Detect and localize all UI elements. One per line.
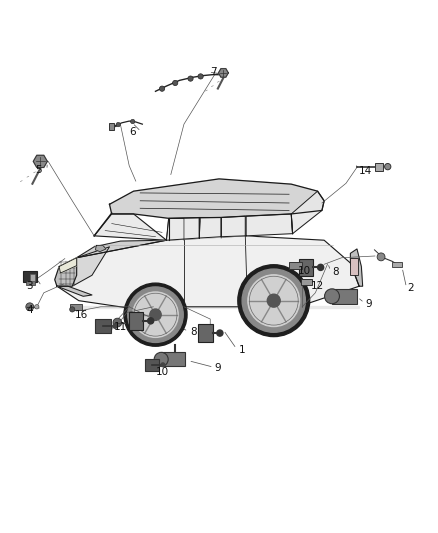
Circle shape xyxy=(267,294,280,307)
Circle shape xyxy=(238,265,310,336)
Text: 6: 6 xyxy=(129,127,136,136)
Bar xyxy=(129,312,143,329)
Text: 10: 10 xyxy=(155,367,169,377)
Circle shape xyxy=(124,283,187,346)
Polygon shape xyxy=(95,246,106,252)
Bar xyxy=(198,324,213,342)
Text: 5: 5 xyxy=(35,165,42,175)
Circle shape xyxy=(150,309,161,320)
Polygon shape xyxy=(246,214,293,236)
Circle shape xyxy=(159,86,165,91)
Text: 12: 12 xyxy=(311,281,324,291)
Bar xyxy=(289,262,302,269)
Text: 7: 7 xyxy=(210,67,217,77)
Circle shape xyxy=(35,304,39,309)
Polygon shape xyxy=(57,286,92,296)
Text: 2: 2 xyxy=(407,284,414,293)
Polygon shape xyxy=(219,69,228,77)
Circle shape xyxy=(128,287,183,342)
Polygon shape xyxy=(79,306,359,308)
Polygon shape xyxy=(33,155,47,167)
Bar xyxy=(332,289,357,304)
Bar xyxy=(26,280,35,285)
Polygon shape xyxy=(291,191,324,233)
Bar xyxy=(299,259,314,276)
Circle shape xyxy=(325,289,339,304)
Circle shape xyxy=(248,275,300,327)
Bar xyxy=(23,271,37,282)
Bar xyxy=(350,258,358,275)
Circle shape xyxy=(217,330,223,336)
Bar xyxy=(374,163,383,171)
Polygon shape xyxy=(350,249,363,286)
Polygon shape xyxy=(59,258,77,273)
Polygon shape xyxy=(199,217,221,238)
Text: 8: 8 xyxy=(191,327,197,337)
Bar xyxy=(109,123,114,130)
Text: 14: 14 xyxy=(359,166,372,176)
Text: 9: 9 xyxy=(366,298,372,309)
Text: 1: 1 xyxy=(239,345,245,355)
Circle shape xyxy=(318,264,324,270)
Bar xyxy=(161,352,185,366)
Circle shape xyxy=(198,74,203,79)
Circle shape xyxy=(161,363,165,367)
Text: 4: 4 xyxy=(26,305,33,316)
Circle shape xyxy=(113,318,122,327)
Text: 3: 3 xyxy=(26,281,33,291)
Circle shape xyxy=(385,164,391,170)
Circle shape xyxy=(131,119,135,124)
Circle shape xyxy=(133,292,178,337)
Circle shape xyxy=(173,80,178,86)
Circle shape xyxy=(26,303,34,311)
Bar xyxy=(145,359,159,371)
Bar xyxy=(30,274,35,280)
Circle shape xyxy=(116,123,120,127)
Circle shape xyxy=(242,269,305,332)
Bar xyxy=(392,262,402,268)
Polygon shape xyxy=(77,240,166,258)
Bar xyxy=(70,304,82,310)
Text: 11: 11 xyxy=(114,322,127,332)
Polygon shape xyxy=(57,236,359,321)
Circle shape xyxy=(70,307,75,312)
Polygon shape xyxy=(110,179,324,219)
Text: 8: 8 xyxy=(332,266,339,277)
Circle shape xyxy=(377,253,385,261)
Circle shape xyxy=(154,352,168,366)
Polygon shape xyxy=(94,214,166,240)
Bar xyxy=(301,279,312,285)
Bar xyxy=(95,319,111,333)
Polygon shape xyxy=(166,217,199,240)
Polygon shape xyxy=(57,247,110,286)
Circle shape xyxy=(188,76,193,81)
Circle shape xyxy=(113,324,117,328)
Text: 9: 9 xyxy=(215,363,221,373)
Circle shape xyxy=(148,318,154,324)
Polygon shape xyxy=(55,258,77,286)
Text: 10: 10 xyxy=(298,266,311,276)
Polygon shape xyxy=(221,216,245,237)
Text: 16: 16 xyxy=(74,310,88,320)
